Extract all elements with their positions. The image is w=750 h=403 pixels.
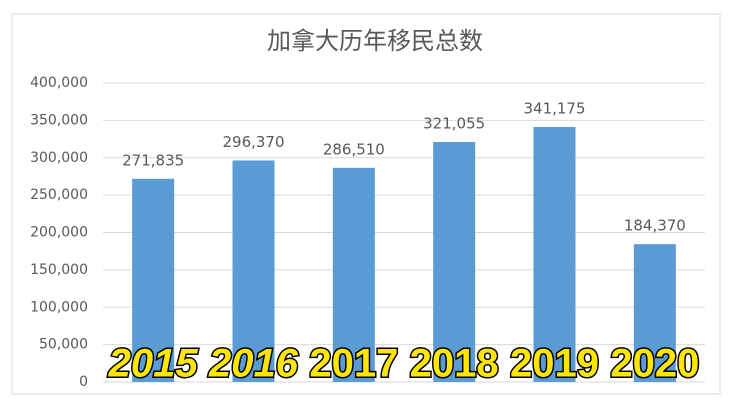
y-tick-label: 100,000 [30, 299, 88, 315]
y-tick-label: 50,000 [39, 337, 88, 353]
y-tick-label: 250,000 [30, 187, 88, 203]
y-tick-label: 150,000 [30, 262, 88, 278]
bar [433, 142, 476, 382]
y-tick-label: 300,000 [30, 150, 88, 166]
data-label: 341,175 [523, 99, 585, 117]
y-tick-label: 350,000 [30, 112, 88, 128]
x-tick-label: 2019 [510, 342, 599, 386]
chart-title: 加拿大历年移民总数 [267, 27, 483, 55]
data-label: 184,370 [624, 217, 686, 235]
x-tick-label: 2017 [309, 342, 398, 386]
data-label: 321,055 [423, 115, 485, 133]
x-tick-label: 2016 [208, 342, 299, 386]
bar [132, 178, 175, 382]
x-tick-label: 2020 [610, 342, 699, 386]
bar [232, 160, 275, 382]
y-tick-label: 0 [79, 374, 88, 390]
data-label: 296,370 [222, 133, 284, 151]
x-tick-label: 2018 [410, 342, 499, 386]
y-tick-label: 400,000 [30, 75, 88, 91]
bar [332, 167, 375, 382]
y-tick-label: 200,000 [30, 225, 88, 241]
x-tick-label: 2015 [108, 342, 199, 386]
bar [533, 126, 576, 383]
data-label: 286,510 [323, 140, 385, 158]
bar [633, 244, 676, 382]
data-label: 271,835 [122, 151, 184, 169]
